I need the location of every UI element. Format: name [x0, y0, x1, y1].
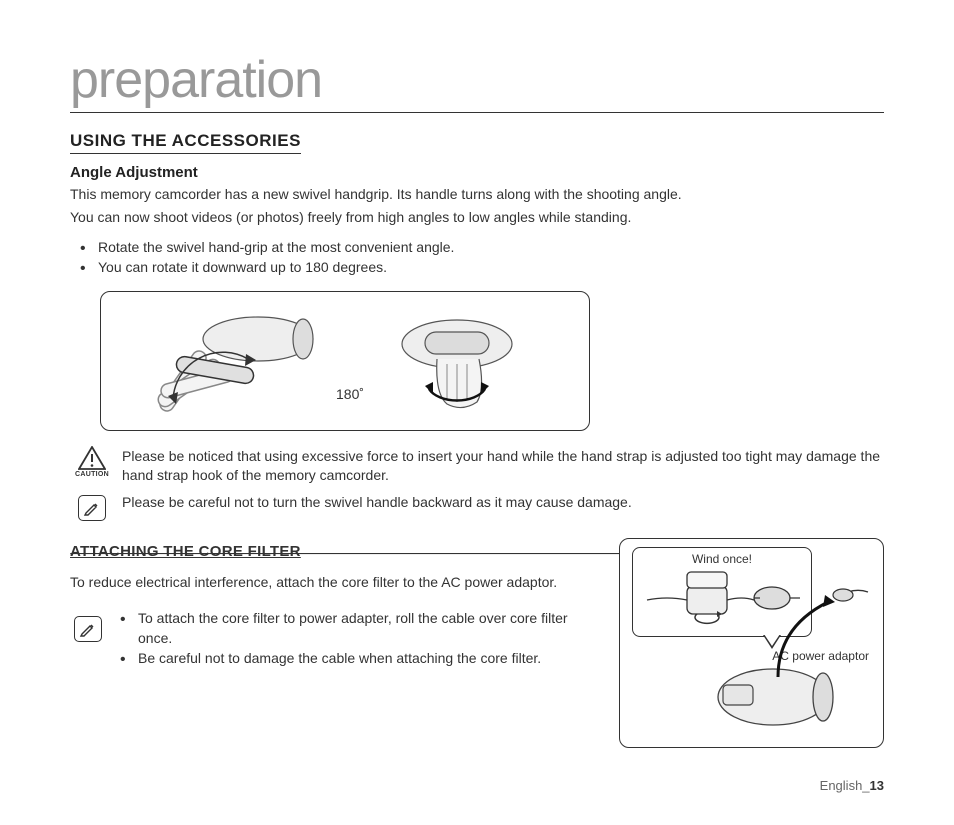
camcorder-cable-illustration: [628, 547, 873, 737]
angle-heading: Angle Adjustment: [70, 164, 884, 181]
page-title: preparation: [70, 50, 884, 113]
list-item: Rotate the swivel hand-grip at the most …: [80, 237, 884, 257]
list-item: Be careful not to damage the cable when …: [120, 648, 600, 668]
core-filter-figure: Wind once! AC power adaptor: [619, 538, 884, 748]
angle-bullets: Rotate the swivel hand-grip at the most …: [80, 237, 884, 278]
section-using-accessories: USING THE ACCESSORIES Angle Adjustment T…: [70, 131, 884, 525]
caution-label: CAUTION: [75, 471, 109, 478]
core-filter-p1: To reduce electrical interference, attac…: [70, 571, 600, 593]
angle-figure: 180˚: [100, 291, 590, 431]
note-icon: [70, 612, 106, 646]
core-filter-heading: ATTACHING THE CORE FILTER: [70, 543, 301, 560]
angle-degree-label: 180˚: [336, 386, 364, 402]
caution-text: Please be noticed that using excessive f…: [122, 445, 884, 485]
angle-p1: This memory camcorder has a new swivel h…: [70, 185, 884, 204]
section-heading: USING THE ACCESSORIES: [70, 131, 301, 154]
caution-icon: CAUTION: [74, 445, 110, 479]
note-row: Please be careful not to turn the swivel…: [74, 491, 884, 525]
note-text: Please be careful not to turn the swivel…: [122, 491, 632, 512]
list-item: To attach the core filter to power adapt…: [120, 608, 600, 649]
list-item: You can rotate it downward up to 180 deg…: [80, 257, 884, 277]
footer-lang: English: [820, 778, 863, 793]
caution-row: CAUTION Please be noticed that using exc…: [74, 445, 884, 485]
grip-illustration: [345, 302, 569, 420]
footer-page-number: 13: [870, 778, 884, 793]
swivel-illustration: [121, 302, 345, 420]
footer-sep: _: [862, 778, 869, 793]
note-icon: [74, 491, 110, 525]
angle-p2: You can now shoot videos (or photos) fre…: [70, 208, 884, 227]
core-filter-tips: To attach the core filter to power adapt…: [120, 608, 600, 669]
page-footer: English_13: [820, 778, 884, 793]
